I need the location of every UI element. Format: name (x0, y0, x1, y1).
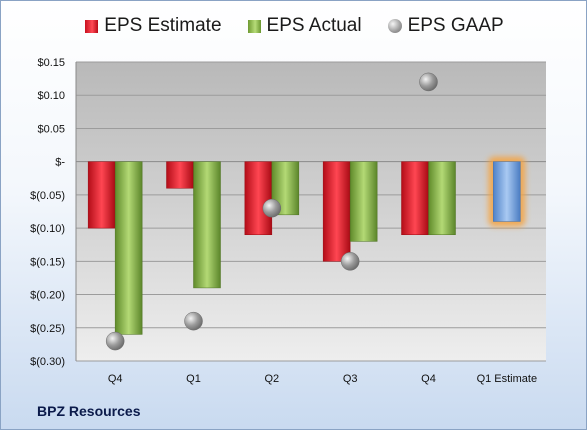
bar-eps-estimate (401, 161, 429, 236)
y-tick-label: $(0.15) (30, 256, 65, 268)
x-tick-label: Q1 Estimate (477, 373, 538, 385)
bar-eps-forecast (493, 161, 521, 222)
plot-area (76, 62, 546, 361)
legend-label-actual: EPS Actual (266, 15, 362, 36)
bar-eps-estimate (87, 161, 116, 229)
y-tick-label: $(0.05) (30, 190, 65, 202)
gaap-points (105, 72, 438, 351)
point-eps-gaap (340, 252, 360, 271)
gaap-swatch-icon (387, 19, 402, 33)
y-tick-label: $(0.30) (30, 356, 65, 368)
y-axis: $0.15 $0.10 $0.05 $- $(0.05) $(0.10) $(0.15) $(… (30, 57, 65, 368)
legend-item-gaap: EPS GAAP (387, 15, 504, 37)
x-tick-label: Q4 (421, 373, 436, 385)
x-tick-label: Q3 (343, 373, 358, 385)
legend-label-estimate: EPS Estimate (104, 15, 222, 36)
bar-eps-actual (349, 161, 378, 242)
point-eps-gaap (262, 198, 282, 218)
legend: EPS Estimate EPS Actual EPS GAAP (1, 15, 587, 37)
point-eps-gaap (184, 311, 203, 331)
x-tick-label: Q4 (108, 373, 123, 385)
y-tick-label: $(0.25) (30, 323, 65, 335)
y-tick-label: $- (55, 157, 65, 169)
legend-item-actual: EPS Actual (247, 15, 362, 37)
estimate-swatch-icon (85, 19, 99, 33)
y-tick-label: $0.15 (37, 57, 65, 69)
point-eps-gaap (419, 72, 438, 92)
x-axis: Q4 Q1 Q2 Q3 Q4 Q1 Estimate (108, 373, 537, 385)
legend-label-gaap: EPS GAAP (407, 15, 504, 36)
y-tick-label: $(0.10) (30, 223, 65, 235)
company-name: BPZ Resources (37, 403, 141, 419)
bars (87, 156, 526, 335)
bar-eps-actual (114, 161, 143, 335)
grid (75, 61, 546, 362)
y-tick-label: $0.10 (37, 90, 65, 102)
x-tick-label: Q1 (186, 373, 201, 385)
y-tick-label: $(0.20) (30, 290, 65, 302)
bar-eps-actual (193, 161, 221, 289)
bar-eps-estimate (244, 161, 273, 236)
point-eps-gaap (105, 331, 125, 351)
legend-item-estimate: EPS Estimate (85, 15, 222, 37)
bar-eps-estimate (166, 161, 194, 189)
actual-swatch-icon (247, 19, 261, 33)
y-tick-label: $0.05 (37, 123, 65, 135)
bar-eps-estimate (322, 161, 351, 262)
x-tick-label: Q2 (264, 373, 279, 385)
bar-eps-actual (428, 161, 456, 236)
